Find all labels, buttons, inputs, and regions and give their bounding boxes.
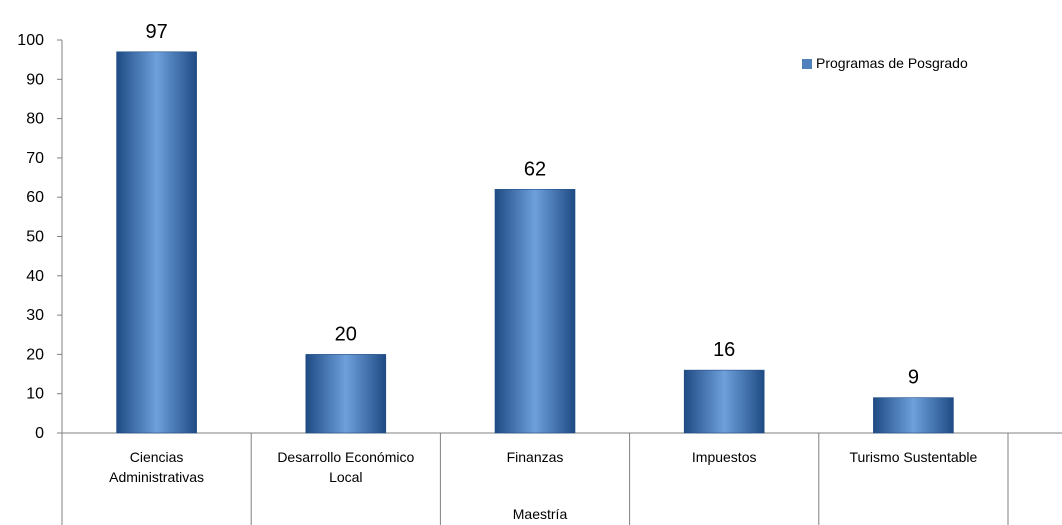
- y-axis-tick-label: 0: [35, 425, 44, 442]
- x-axis-category-label: Local: [329, 469, 362, 485]
- x-axis-category-label: Finanzas: [507, 449, 564, 465]
- legend-swatch: [802, 59, 812, 69]
- y-axis-tick-label: 30: [26, 307, 44, 324]
- x-axis-category-label: Desarrollo Económico: [277, 449, 414, 465]
- x-axis-category-label: Turismo Sustentable: [849, 449, 977, 465]
- data-label: 9: [908, 367, 919, 389]
- y-axis-tick-label: 80: [26, 111, 44, 128]
- category-separators: [61, 433, 1009, 525]
- bar: [116, 51, 197, 434]
- y-axis-tick-label: 50: [26, 229, 44, 246]
- data-label: 16: [713, 339, 735, 361]
- legend-label: Programas de Posgrado: [816, 55, 968, 71]
- bar: [494, 189, 576, 434]
- y-axis-tick-label: 40: [26, 268, 44, 285]
- data-labels: 97 20 62 16 9: [145, 21, 918, 389]
- bar: [683, 369, 765, 434]
- y-axis-tick-label: 90: [26, 71, 44, 88]
- data-label: 62: [524, 158, 546, 180]
- y-axis-tick-label: 60: [26, 189, 44, 206]
- legend: Programas de Posgrado: [802, 55, 968, 71]
- x-axis-category-label: Impuestos: [692, 449, 757, 465]
- y-axis-tick-label: 20: [26, 346, 44, 363]
- y-axis-tick-label: 70: [26, 150, 44, 167]
- bar: [873, 397, 954, 434]
- x-axis-category-label: Ciencias: [130, 449, 184, 465]
- data-label: 20: [335, 323, 357, 345]
- y-axis-tick-label: 100: [17, 32, 44, 49]
- x-axis-category-label: Administrativas: [109, 469, 204, 485]
- bars: [116, 51, 954, 434]
- y-axis-ticks: 0 10 20 30 40 50 60 70 80 90 100: [17, 32, 62, 442]
- y-axis-tick-label: 10: [26, 386, 44, 403]
- data-label: 97: [145, 21, 167, 43]
- bar: [305, 354, 387, 434]
- category-labels: Ciencias Administrativas Desarrollo Económ…: [109, 449, 977, 485]
- x-axis-group-label: Maestría: [513, 506, 568, 522]
